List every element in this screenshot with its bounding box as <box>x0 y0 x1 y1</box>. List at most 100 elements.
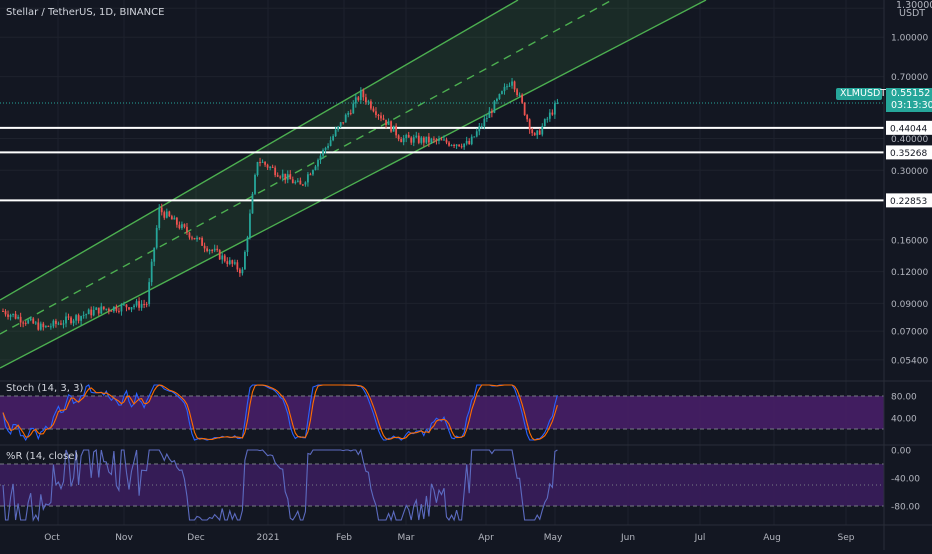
horizontal-level-label: 0.22853 <box>890 197 927 207</box>
horizontal-levels[interactable]: 0.44044 0.35268 0.22853 <box>0 102 932 208</box>
candle-body <box>233 262 236 264</box>
candle-body <box>24 322 27 324</box>
candle-body <box>402 138 405 143</box>
candle-body <box>433 138 435 140</box>
candle-body <box>319 155 322 160</box>
candle-body <box>450 144 453 146</box>
stoch-pane-title[interactable]: Stoch (14, 3, 3) <box>6 383 84 394</box>
candle-body <box>347 112 350 115</box>
candle-body <box>27 320 30 324</box>
candle-body <box>357 97 360 100</box>
candle-body <box>186 226 188 233</box>
candle-body <box>213 248 216 251</box>
candle-body <box>208 249 211 252</box>
candle-body <box>354 97 357 104</box>
regression-channel[interactable] <box>0 0 707 369</box>
time-axis-label: Apr <box>478 533 494 543</box>
price-axis-tick: 0.40000 <box>891 135 928 145</box>
candle-body <box>72 320 75 324</box>
candle-body <box>115 306 118 311</box>
wr-axis-tick: -80.00 <box>891 503 920 513</box>
candle-body <box>475 131 478 137</box>
candle-body <box>397 135 400 140</box>
candle-body <box>382 118 385 120</box>
last-price-badge[interactable]: 0.55152 03:13:30 <box>886 88 932 112</box>
horizontal-level-badge <box>886 120 932 135</box>
candle-body <box>478 126 481 132</box>
candle-body <box>299 180 302 185</box>
candle-body <box>443 139 445 141</box>
candle-body <box>82 315 85 317</box>
candle-body <box>274 167 277 176</box>
candle-body <box>543 119 546 126</box>
candle-body <box>65 316 67 324</box>
candle-body <box>518 94 521 96</box>
candle-body <box>458 144 461 147</box>
candle-body <box>427 136 430 143</box>
candle-body <box>317 159 319 167</box>
candle-body <box>503 86 506 92</box>
candle-body <box>60 323 62 325</box>
candle-body <box>556 102 559 104</box>
candle-body <box>85 314 88 316</box>
candle-body <box>339 122 342 127</box>
candle-body <box>70 317 72 324</box>
candle-body <box>67 316 70 318</box>
candle-body <box>352 103 355 114</box>
candle-body <box>370 101 372 109</box>
candle-body <box>254 175 256 194</box>
candle-body <box>4 311 7 315</box>
candle-body <box>485 117 488 119</box>
candle-body <box>32 318 35 324</box>
candle-body <box>168 211 171 217</box>
symbol-badge[interactable]: XLMUSDT <box>836 88 886 100</box>
candle-body <box>231 260 234 264</box>
candle-body <box>417 135 420 143</box>
candle-body <box>97 307 100 314</box>
time-axis-label: Sep <box>838 533 855 543</box>
last-price-value: 0.55152 <box>891 88 931 99</box>
candle-body <box>261 161 264 163</box>
time-axis-label: Dec <box>187 533 204 543</box>
candle-body <box>238 269 241 274</box>
candle-body <box>304 182 307 185</box>
candle-body <box>198 237 201 239</box>
candle-body <box>410 137 413 143</box>
candle-body <box>105 308 108 310</box>
candle-body <box>62 323 65 325</box>
horizontal-level-badge <box>886 145 932 160</box>
candle-body <box>55 320 57 324</box>
symbol-title[interactable]: Stellar / TetherUS, 1D, BINANCE <box>6 7 165 18</box>
candle-body <box>223 255 226 262</box>
candle-body <box>508 85 511 87</box>
candle-body <box>19 316 22 323</box>
candle-body <box>332 136 335 141</box>
candle-body <box>39 323 42 330</box>
candle-body <box>536 130 539 136</box>
candle-body <box>158 207 161 228</box>
wr-pane-title[interactable]: %R (14, close) <box>6 451 79 462</box>
candle-body <box>29 318 32 321</box>
candle-body <box>349 112 352 114</box>
candle-body <box>100 306 103 314</box>
candle-body <box>128 307 130 310</box>
candle-body <box>269 166 272 168</box>
price-axis-tick: 0.12000 <box>891 268 928 278</box>
candle-body <box>251 193 254 214</box>
candle-body <box>155 227 158 248</box>
price-axis-tick: 0.70000 <box>891 73 928 83</box>
candle-body <box>44 325 47 328</box>
price-axis-tick: 0.16000 <box>891 236 928 246</box>
candle-body <box>150 261 153 283</box>
candle-body <box>153 247 156 262</box>
candle-body <box>52 320 55 327</box>
symbol-badge-ticker: XLMUSDT <box>840 88 887 99</box>
time-axis-label: Mar <box>398 533 415 543</box>
candle-body <box>407 135 410 138</box>
candle-body <box>435 139 438 141</box>
candle-body <box>143 304 146 306</box>
candle-body <box>107 308 110 311</box>
candle-body <box>548 112 551 119</box>
